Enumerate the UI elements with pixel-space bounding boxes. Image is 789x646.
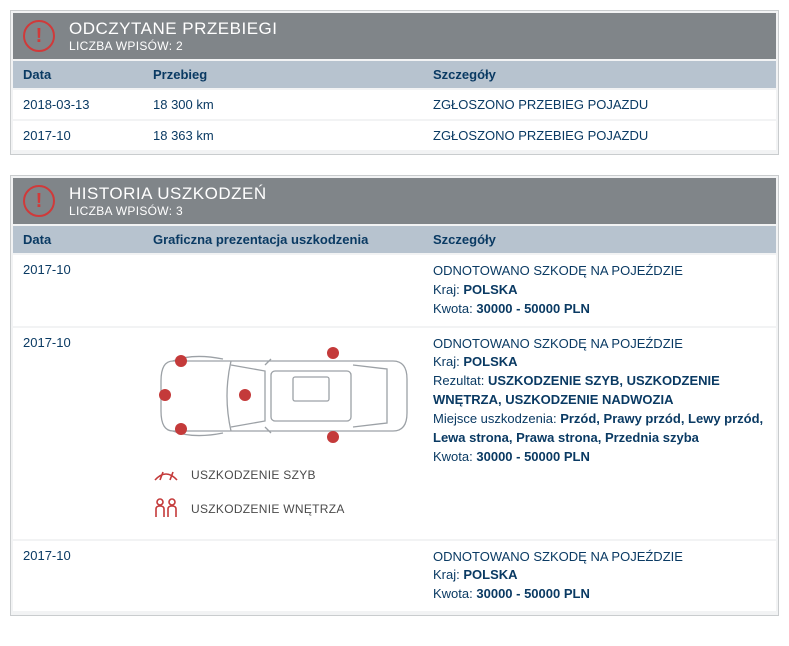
mileage-subtitle: LICZBA WPISÓW: 2	[69, 39, 278, 53]
detail-amount: Kwota: 30000 - 50000 PLN	[433, 448, 766, 467]
detail-place: Miejsce uszkodzenia: Przód, Prawy przód,…	[433, 410, 766, 448]
detail-country: Kraj: POLSKA	[433, 281, 766, 300]
cell-graphic: USZKODZENIE SZYB USZKODZENIE WNĘTRZA	[143, 328, 423, 539]
mileage-col-date: Data	[13, 61, 143, 88]
mileage-col-mileage: Przebieg	[143, 61, 423, 88]
legend-text: USZKODZENIE SZYB	[191, 468, 316, 482]
cell-graphic	[143, 255, 423, 326]
table-row: 2018-03-13 18 300 km ZGŁOSZONO PRZEBIEG …	[13, 90, 776, 119]
cell-date: 2017-10	[13, 255, 143, 326]
cell-detail: ODNOTOWANO SZKODĘ NA POJEŹDZIE Kraj: POL…	[423, 328, 776, 539]
alert-icon: !	[23, 185, 55, 217]
detail-headline: ODNOTOWANO SZKODĘ NA POJEŹDZIE	[433, 262, 766, 281]
mileage-panel: ! ODCZYTANE PRZEBIEGI LICZBA WPISÓW: 2 D…	[10, 10, 779, 155]
car-diagram	[153, 341, 413, 451]
wiper-icon	[153, 464, 179, 487]
damage-dot	[327, 347, 339, 359]
cell-detail: ODNOTOWANO SZKODĘ NA POJEŹDZIE Kraj: POL…	[423, 541, 776, 612]
alert-icon: !	[23, 20, 55, 52]
damage-title: HISTORIA USZKODZEŃ	[69, 184, 267, 204]
table-row: 2017-10 ODNOTOWANO SZKODĘ NA POJEŹDZIE K…	[13, 541, 776, 612]
damage-col-date: Data	[13, 226, 143, 253]
mileage-title: ODCZYTANE PRZEBIEGI	[69, 19, 278, 39]
seats-icon	[153, 497, 179, 522]
detail-country: Kraj: POLSKA	[433, 353, 766, 372]
cell-detail: ZGŁOSZONO PRZEBIEG POJAZDU	[423, 90, 776, 119]
damage-col-detail: Szczegóły	[423, 226, 776, 253]
detail-amount: Kwota: 30000 - 50000 PLN	[433, 585, 766, 604]
detail-headline: ODNOTOWANO SZKODĘ NA POJEŹDZIE	[433, 335, 766, 354]
cell-date: 2017-10	[13, 328, 143, 539]
damage-table: Data Graficzna prezentacja uszkodzenia S…	[13, 224, 776, 613]
table-row: 2017-10 ODNOTOWANO SZKODĘ NA POJEŹDZIE K…	[13, 255, 776, 326]
mileage-panel-header: ! ODCZYTANE PRZEBIEGI LICZBA WPISÓW: 2	[13, 13, 776, 59]
cell-date: 2018-03-13	[13, 90, 143, 119]
damage-dot	[175, 423, 187, 435]
damage-dot	[327, 431, 339, 443]
damage-subtitle: LICZBA WPISÓW: 3	[69, 204, 267, 218]
cell-graphic	[143, 541, 423, 612]
cell-date: 2017-10	[13, 541, 143, 612]
table-row: 2017-10	[13, 328, 776, 539]
damage-col-graphic: Graficzna prezentacja uszkodzenia	[143, 226, 423, 253]
legend-row: USZKODZENIE WNĘTRZA	[153, 497, 413, 522]
damage-panel-header: ! HISTORIA USZKODZEŃ LICZBA WPISÓW: 3	[13, 178, 776, 224]
damage-dot	[239, 389, 251, 401]
table-row: 2017-10 18 363 km ZGŁOSZONO PRZEBIEG POJ…	[13, 121, 776, 150]
detail-amount: Kwota: 30000 - 50000 PLN	[433, 300, 766, 319]
damage-panel: ! HISTORIA USZKODZEŃ LICZBA WPISÓW: 3 Da…	[10, 175, 779, 616]
legend-text: USZKODZENIE WNĘTRZA	[191, 502, 345, 516]
cell-detail: ODNOTOWANO SZKODĘ NA POJEŹDZIE Kraj: POL…	[423, 255, 776, 326]
cell-mileage: 18 363 km	[143, 121, 423, 150]
cell-detail: ZGŁOSZONO PRZEBIEG POJAZDU	[423, 121, 776, 150]
mileage-table: Data Przebieg Szczegóły 2018-03-13 18 30…	[13, 59, 776, 152]
cell-mileage: 18 300 km	[143, 90, 423, 119]
detail-headline: ODNOTOWANO SZKODĘ NA POJEŹDZIE	[433, 548, 766, 567]
cell-date: 2017-10	[13, 121, 143, 150]
legend-row: USZKODZENIE SZYB	[153, 464, 413, 487]
detail-result: Rezultat: USZKODZENIE SZYB, USZKODZENIE …	[433, 372, 766, 410]
damage-dot	[175, 355, 187, 367]
mileage-col-detail: Szczegóły	[423, 61, 776, 88]
detail-country: Kraj: POLSKA	[433, 566, 766, 585]
damage-dot	[159, 389, 171, 401]
